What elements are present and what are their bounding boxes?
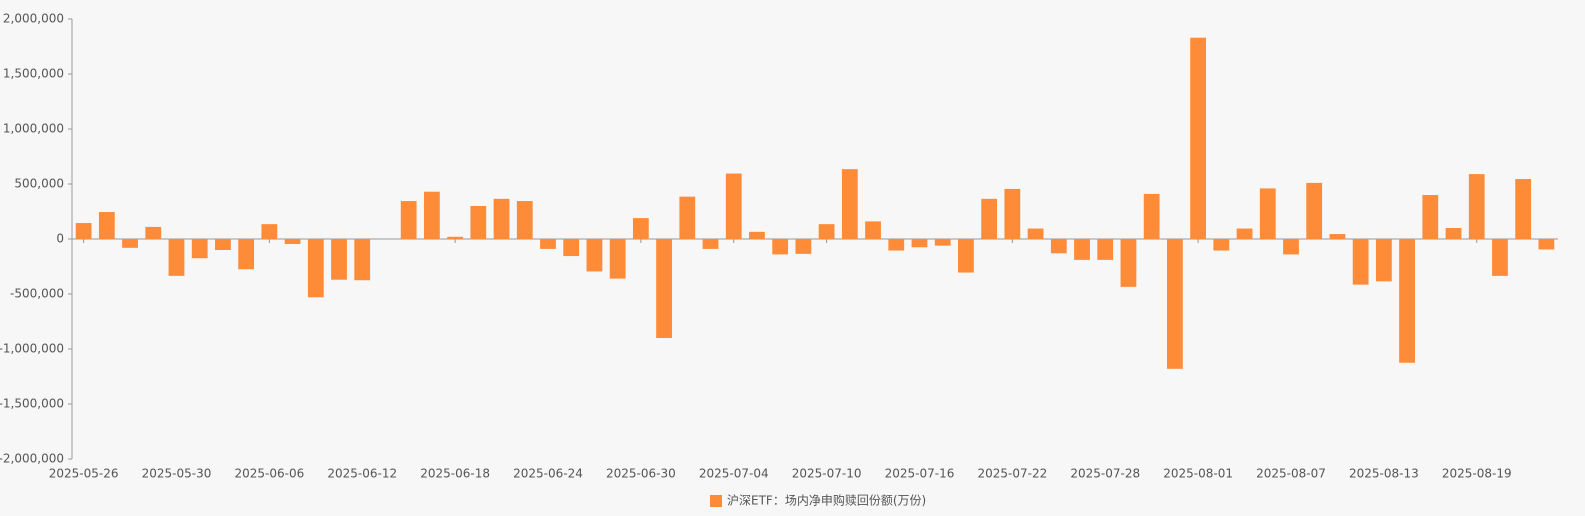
bar [888, 239, 905, 251]
x-tick-label: 2025-08-19 [1442, 467, 1512, 481]
bar [261, 224, 278, 239]
bar [1259, 188, 1276, 239]
y-tick-label: -500,000 [10, 287, 64, 301]
bar [609, 239, 626, 279]
y-tick-label: 2,000,000 [3, 12, 64, 26]
x-tick-label: 2025-07-28 [1070, 467, 1140, 481]
bar [841, 169, 858, 239]
bar [563, 239, 580, 257]
bar [1422, 195, 1439, 239]
y-tick-label: 1,500,000 [3, 67, 64, 81]
bar [1329, 234, 1346, 239]
y-tick-label: -2,000,000 [0, 452, 64, 466]
bar [98, 212, 115, 239]
bar [1004, 188, 1021, 239]
bar [1027, 228, 1044, 239]
y-tick-label: -1,500,000 [0, 397, 64, 411]
bar [1190, 37, 1207, 240]
bar [516, 201, 533, 239]
bar [865, 221, 881, 239]
y-tick-label: 500,000 [14, 177, 64, 191]
x-tick-label: 2025-06-30 [606, 467, 676, 481]
bar [981, 198, 998, 239]
x-tick-label: 2025-07-16 [885, 467, 955, 481]
bar [1143, 193, 1160, 239]
bar [911, 239, 928, 248]
bar [1352, 239, 1369, 285]
bar [447, 236, 464, 239]
y-tick-label: 1,000,000 [3, 122, 64, 136]
bar [493, 198, 510, 239]
bar [122, 239, 138, 248]
x-tick-label: 2025-06-24 [513, 467, 583, 481]
bar [215, 239, 231, 250]
bar [1375, 239, 1392, 282]
x-tick-label: 2025-08-07 [1256, 467, 1326, 481]
bar [795, 239, 812, 254]
x-tick-label: 2025-05-30 [142, 467, 212, 481]
bar [656, 239, 672, 338]
bar [1236, 228, 1253, 239]
y-tick-label: 0 [56, 232, 64, 246]
bar [1468, 174, 1485, 239]
x-tick-label: 2025-06-18 [420, 467, 490, 481]
x-tick-label: 2025-07-04 [699, 467, 769, 481]
x-tick-label: 2025-08-01 [1163, 467, 1233, 481]
bar [1074, 239, 1090, 260]
bar [1445, 228, 1462, 239]
bar [772, 239, 789, 255]
bar [331, 239, 347, 280]
bar [586, 239, 603, 272]
bar [1515, 179, 1532, 239]
bar [1283, 239, 1299, 255]
bar [423, 191, 440, 239]
bar [1306, 182, 1323, 239]
bar [168, 239, 185, 276]
bar [1538, 239, 1555, 250]
bar [818, 224, 835, 239]
bar [1050, 239, 1067, 254]
bar [679, 196, 696, 239]
x-tick-label: 2025-08-13 [1349, 467, 1419, 481]
bar [400, 201, 417, 239]
bar [145, 226, 162, 239]
bar [632, 218, 649, 239]
bar [540, 239, 556, 249]
bar [284, 239, 301, 244]
bar [1213, 239, 1230, 251]
x-tick-label: 2025-05-26 [49, 467, 119, 481]
x-tick-label: 2025-06-12 [327, 467, 397, 481]
x-tick-label: 2025-07-10 [792, 467, 862, 481]
bar [307, 239, 324, 298]
bar [470, 206, 487, 239]
bar [958, 239, 974, 273]
bar [1166, 239, 1183, 369]
bar [1399, 239, 1415, 363]
bar [702, 239, 719, 249]
bar [354, 239, 371, 281]
legend-label: 沪深ETF：场内净申购赎回份额(万份) [727, 493, 926, 508]
bar [1097, 239, 1114, 260]
y-tick-label: -1,000,000 [0, 342, 64, 356]
bar [75, 223, 92, 239]
x-tick-label: 2025-07-22 [977, 467, 1047, 481]
bar [238, 239, 255, 270]
bar [1120, 239, 1137, 287]
legend-swatch [710, 495, 722, 507]
bar [191, 239, 208, 259]
bar [725, 173, 742, 239]
bar [1492, 239, 1508, 276]
bar [934, 239, 951, 246]
bar [749, 231, 765, 239]
x-tick-label: 2025-06-06 [234, 467, 304, 481]
